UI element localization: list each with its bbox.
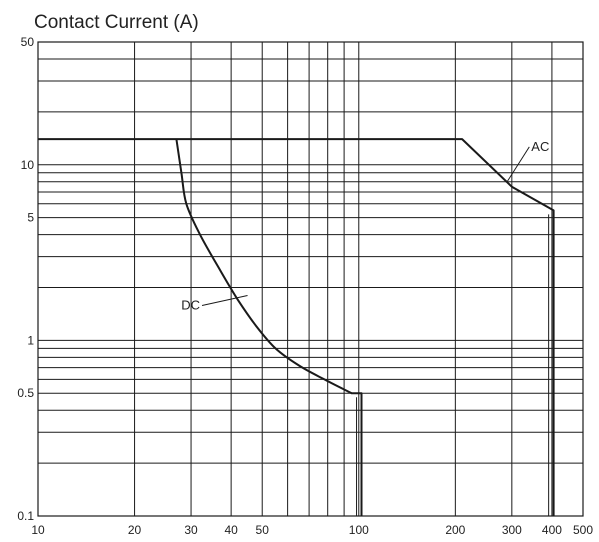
ac-label-leader	[506, 146, 530, 183]
chart-title: Contact Current (A)	[34, 12, 199, 33]
x-tick-labels: 10 20 30 40 50 100 200 300 400 500	[31, 523, 593, 537]
dc-series-line	[175, 138, 363, 516]
x-tick-label: 100	[349, 523, 369, 537]
y-tick-label: 10	[21, 158, 35, 172]
ac-series-label: AC	[531, 139, 549, 154]
y-tick-label: 50	[21, 35, 35, 49]
x-tick-label: 300	[502, 523, 522, 537]
plot-frame	[37, 41, 584, 517]
series-group: DC AC	[38, 138, 555, 516]
y-tick-label: 0.1	[17, 509, 34, 523]
x-tick-label: 200	[445, 523, 465, 537]
grid	[37, 41, 584, 517]
y-tick-label: 5	[27, 211, 34, 225]
x-tick-label: 20	[128, 523, 142, 537]
x-tick-label: 40	[224, 523, 238, 537]
dc-label-leader	[201, 295, 248, 306]
x-tick-label: 50	[256, 523, 270, 537]
x-tick-label: 30	[184, 523, 198, 537]
y-tick-label: 0.5	[17, 386, 34, 400]
x-tick-label: 10	[31, 523, 45, 537]
x-tick-label: 400	[542, 523, 562, 537]
x-tick-label: 500	[573, 523, 593, 537]
ac-series-line	[38, 138, 555, 516]
y-tick-label: 1	[27, 333, 34, 347]
dc-series-label: DC	[181, 297, 200, 312]
y-tick-labels: 0.1 0.5 1 5 10 50	[17, 35, 34, 523]
